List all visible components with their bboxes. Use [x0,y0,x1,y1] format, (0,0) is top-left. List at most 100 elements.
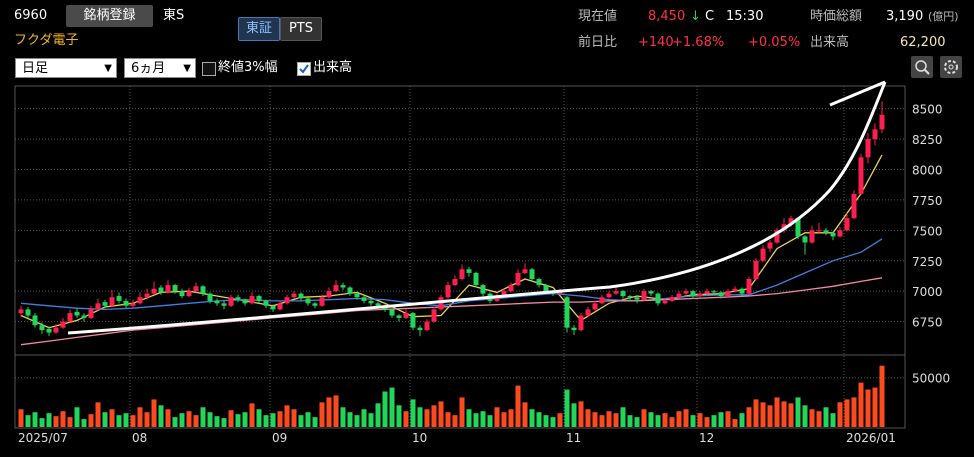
tab-pts[interactable]: PTS [280,17,322,41]
volume-bar [452,415,458,427]
volume-bar [39,418,45,427]
volume-bar [445,412,451,427]
candle-body [410,313,416,328]
candle-body [564,297,570,328]
candle-body [396,315,402,318]
candle-body [445,285,451,298]
candle-body [830,232,836,237]
candle-body [144,293,150,298]
candle-body [39,325,45,331]
tab-tse[interactable]: 東証 [238,17,280,41]
candle-body [18,309,24,314]
range: 6ヵ月 [131,61,166,76]
candle-body [382,305,388,310]
volume-bar [844,399,850,427]
zoom-icon[interactable] [911,56,933,78]
candle-body [627,296,633,298]
candle-body [718,292,724,297]
volume: 62,200 [900,35,946,50]
volume-bar [662,413,668,427]
volume-bar [375,403,381,427]
candle-body [102,302,108,306]
volume-bar [256,409,262,427]
moving-average [20,238,883,311]
candle-body [683,291,689,294]
volume-bar [606,411,612,427]
volume-bar [326,397,332,427]
volume-bar [382,391,388,427]
volume-bar [732,419,738,427]
volume-bar [648,412,654,427]
candle-body [648,291,654,294]
change-pct2: +0.05% [748,35,801,50]
y-tick-label: 8500 [912,103,943,117]
candle-body [844,218,850,231]
volume-bar [599,415,605,427]
volume-tick-label: 50000 [912,372,950,386]
volume-bar [151,399,157,427]
candle-body [613,291,619,294]
volume-bar [109,409,115,427]
candle-body [676,293,682,298]
volume-bar [501,412,507,427]
volume-bar [277,411,283,427]
candle-body [74,311,80,316]
candle-body [865,139,871,158]
y-tick-label: 7000 [912,285,943,299]
market: 東S [163,8,185,23]
volume-bar [690,415,696,427]
volume-bar [851,397,857,427]
volume-bar [809,409,815,427]
volume-bar [172,417,178,427]
option-close3: 終値3%幅 [218,60,278,75]
stock-code: 6960 [14,8,48,23]
volume-bar [60,411,66,427]
candle-body [487,293,493,301]
volume-bar [795,397,801,427]
volume-bar [158,405,164,427]
volume-bar [683,409,689,427]
period-select[interactable]: 日足 ▼ [15,58,117,78]
volume-bar [137,407,143,427]
candle-body [753,260,759,280]
volume-bar [214,416,220,427]
volume-bar [529,409,535,427]
candle-body [333,285,339,292]
candle-body [109,297,115,306]
volume-bar [543,415,549,427]
y-tick-label: 6750 [912,316,943,330]
candle-body [60,321,66,328]
volume-bar [319,402,325,427]
volume-bar [179,413,185,427]
candle-body [466,269,472,273]
candle-body [543,285,549,292]
volume-bar [249,403,255,427]
volume-label: 出来高 [810,35,850,50]
volume-bar [46,413,52,427]
candle-body [319,297,325,306]
candle-body [347,287,353,294]
candle-body [403,313,409,318]
candle-body [508,285,514,292]
candle-body [32,315,38,326]
candle-body [494,296,500,301]
candle-body [585,309,591,316]
candle-body [186,291,192,297]
volume-bar [830,413,836,427]
volume-bar [74,407,80,427]
volume-bar [123,413,129,427]
candle-body [739,288,745,294]
checkbox-volume[interactable] [297,62,311,76]
y-tick-label: 8000 [912,164,943,178]
candle-body [851,193,857,219]
volume-bar [858,382,864,427]
candle-body [361,297,367,301]
candle-body [354,293,360,298]
checkbox-close3[interactable] [202,62,216,76]
range-select[interactable]: 6ヵ月 ▼ [124,58,196,78]
settings-icon[interactable] [940,56,962,78]
volume-bar [767,405,773,427]
register-button[interactable]: 銘柄登録 [66,5,153,27]
candle-body [389,309,395,316]
volume-bar [410,399,416,427]
